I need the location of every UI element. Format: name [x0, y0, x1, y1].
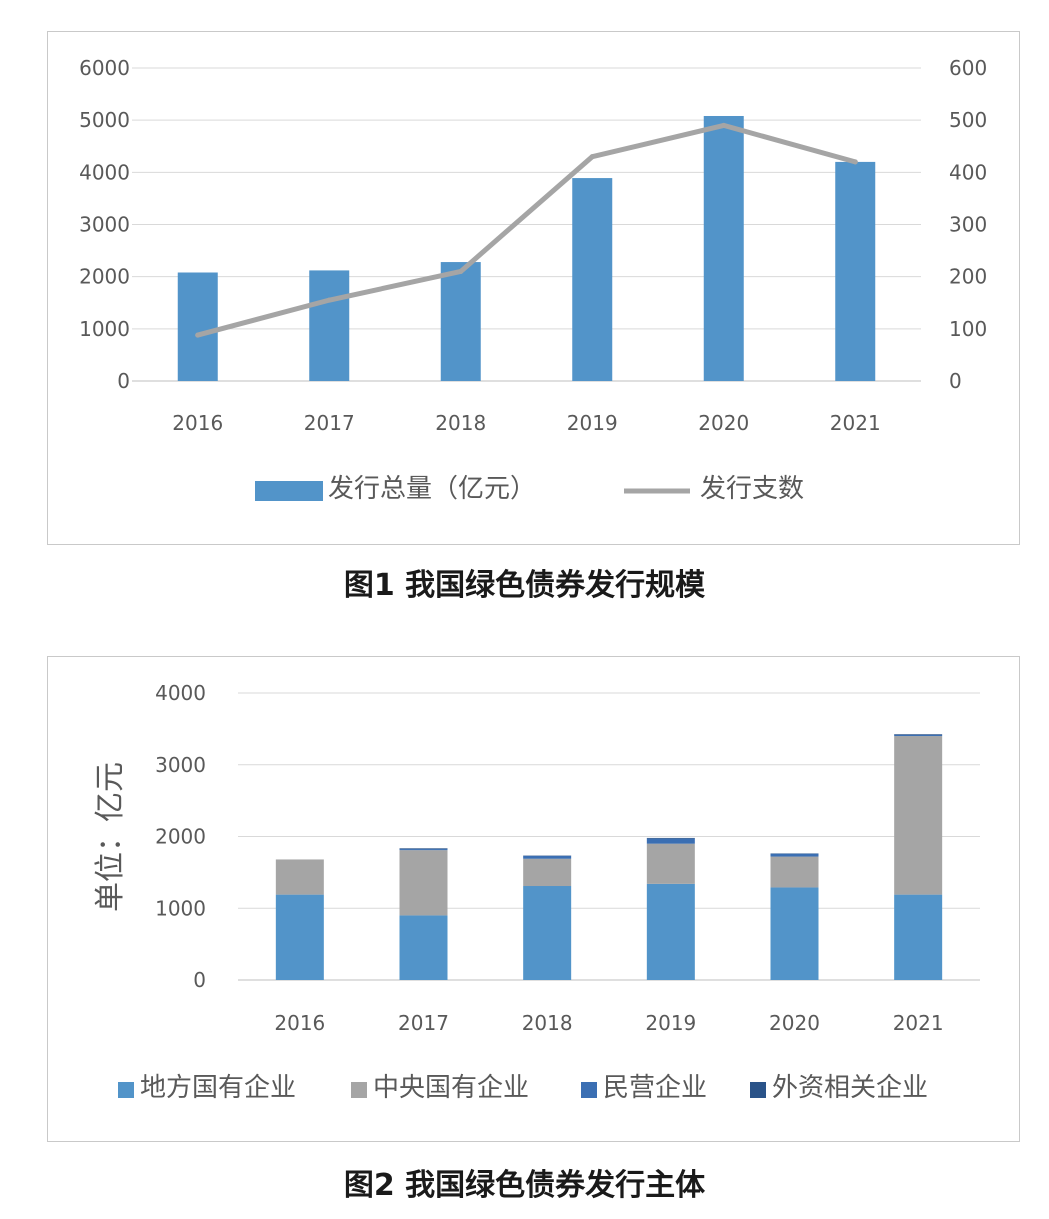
- chart1-x-tick: 2020: [698, 411, 749, 435]
- chart1-line-point: [721, 122, 727, 128]
- chart1-y2-tick: 600: [949, 56, 987, 80]
- chart2-x-tick: 2020: [769, 1011, 820, 1035]
- chart2-bar-segment: [894, 894, 943, 980]
- chart1-line-point: [326, 297, 332, 303]
- chart1-x-tick: 2016: [172, 411, 223, 435]
- chart2-bar-segment: [275, 859, 324, 895]
- chart2-bar-segment: [770, 887, 819, 980]
- chart2-bar-segment: [894, 734, 943, 735]
- chart1-y-tick: 0: [117, 369, 130, 393]
- chart1-x-tick: 2018: [435, 411, 486, 435]
- chart1-frame: 0 1000 2000 3000 4000 5000 6000 0 100 200 300 400 50…: [47, 31, 1020, 545]
- chart2-legend-label: 民营企业: [603, 1073, 707, 1103]
- chart2-bar-segment: [894, 736, 943, 895]
- chart1-bar: [703, 115, 744, 381]
- chart2-bar-segment: [646, 883, 695, 980]
- chart1-svg: 0 1000 2000 3000 4000 5000 6000 0 100 200 300 400 50…: [79, 56, 987, 504]
- chart2-legend-label: 地方国有企业: [140, 1073, 296, 1103]
- chart2-x-tick: 2017: [398, 1011, 449, 1035]
- figure1-caption: 图1 我国绿色债券发行规模: [343, 568, 706, 603]
- chart1-bar: [440, 262, 481, 381]
- chart1-legend-swatch-bars: [255, 481, 323, 501]
- chart1-bar: [177, 272, 218, 381]
- chart2-x-tick: 2021: [893, 1011, 944, 1035]
- chart1-y2-tick: 400: [949, 160, 987, 184]
- chart2-bar-segment: [399, 850, 448, 916]
- chart2-legend-label: 外资相关企业: [772, 1073, 928, 1103]
- chart1-x-tick: 2021: [830, 411, 881, 435]
- chart1-x-tick: 2019: [567, 411, 618, 435]
- chart2-legend-swatch: [351, 1082, 367, 1098]
- chart1-y-tick: 4000: [79, 160, 130, 184]
- chart2-bar-segment: [646, 837, 695, 839]
- chart2-legend-swatch: [750, 1082, 766, 1098]
- chart2-bar-segment: [523, 855, 572, 859]
- chart1-y2-tick: 500: [949, 108, 987, 132]
- chart1-y2-tick: 300: [949, 213, 987, 237]
- chart2-y-axis-title: 单位：亿元: [93, 762, 128, 912]
- chart2-bar-segment: [399, 849, 448, 851]
- chart2-y-tick: 2000: [155, 825, 206, 849]
- chart1-legend-label-line: 发行支数: [700, 474, 804, 504]
- chart1-y-tick: 2000: [79, 265, 130, 289]
- chart2-x-tick: 2018: [522, 1011, 573, 1035]
- chart2-x-tick: 2016: [274, 1011, 325, 1035]
- chart1-bar: [835, 161, 876, 381]
- chart2-bar-segment: [894, 734, 943, 737]
- chart2-y-tick: 3000: [155, 753, 206, 777]
- chart2-legend-swatch: [118, 1082, 134, 1098]
- chart2-bar-segment: [646, 843, 695, 884]
- chart2-bar-segment: [399, 848, 448, 850]
- chart1-line-series: [195, 122, 858, 338]
- chart2-bar-segment: [770, 856, 819, 888]
- chart1-line-point: [852, 159, 858, 165]
- chart2-bar-segment: [770, 853, 819, 857]
- chart1-line-point: [458, 268, 464, 274]
- chart1-x-tick: 2017: [304, 411, 355, 435]
- chart1-bar: [572, 178, 613, 381]
- chart1-y-tick: 6000: [79, 56, 130, 80]
- figure2-caption: 图2 我国绿色债券发行主体: [343, 1168, 706, 1203]
- chart1-y-tick: 1000: [79, 317, 130, 341]
- chart1-y-tick: 5000: [79, 108, 130, 132]
- chart2-legend-swatch: [581, 1082, 597, 1098]
- chart1-y2-tick: 100: [949, 317, 987, 341]
- chart2-bar-segment: [399, 915, 448, 980]
- chart2-bar-segment: [646, 838, 695, 844]
- chart2-bar-segment: [523, 886, 572, 980]
- chart1-y2-tick: 0: [949, 369, 962, 393]
- chart2-x-tick: 2019: [645, 1011, 696, 1035]
- chart2-bar-segment: [275, 894, 324, 980]
- chart2-y-tick: 0: [193, 968, 206, 992]
- chart1-line-point: [195, 332, 201, 338]
- chart1-legend-label-bars: 发行总量（亿元）: [328, 474, 536, 504]
- chart1-y-tick: 3000: [79, 213, 130, 237]
- chart2-frame: 0 1000 2000 3000 4000 2016 2017 2018 2019 2020 202…: [47, 656, 1020, 1142]
- chart2-legend-label: 中央国有企业: [373, 1073, 529, 1103]
- chart1-line-point: [589, 154, 595, 160]
- chart1-y2-tick: 200: [949, 265, 987, 289]
- chart2-y-tick: 1000: [155, 896, 206, 920]
- chart1-bar: [309, 270, 350, 381]
- chart2-bar-segment: [523, 858, 572, 887]
- chart2-y-tick: 4000: [155, 681, 206, 705]
- chart2-svg: 0 1000 2000 3000 4000 2016 2017 2018 2019 2020 202…: [93, 681, 980, 1103]
